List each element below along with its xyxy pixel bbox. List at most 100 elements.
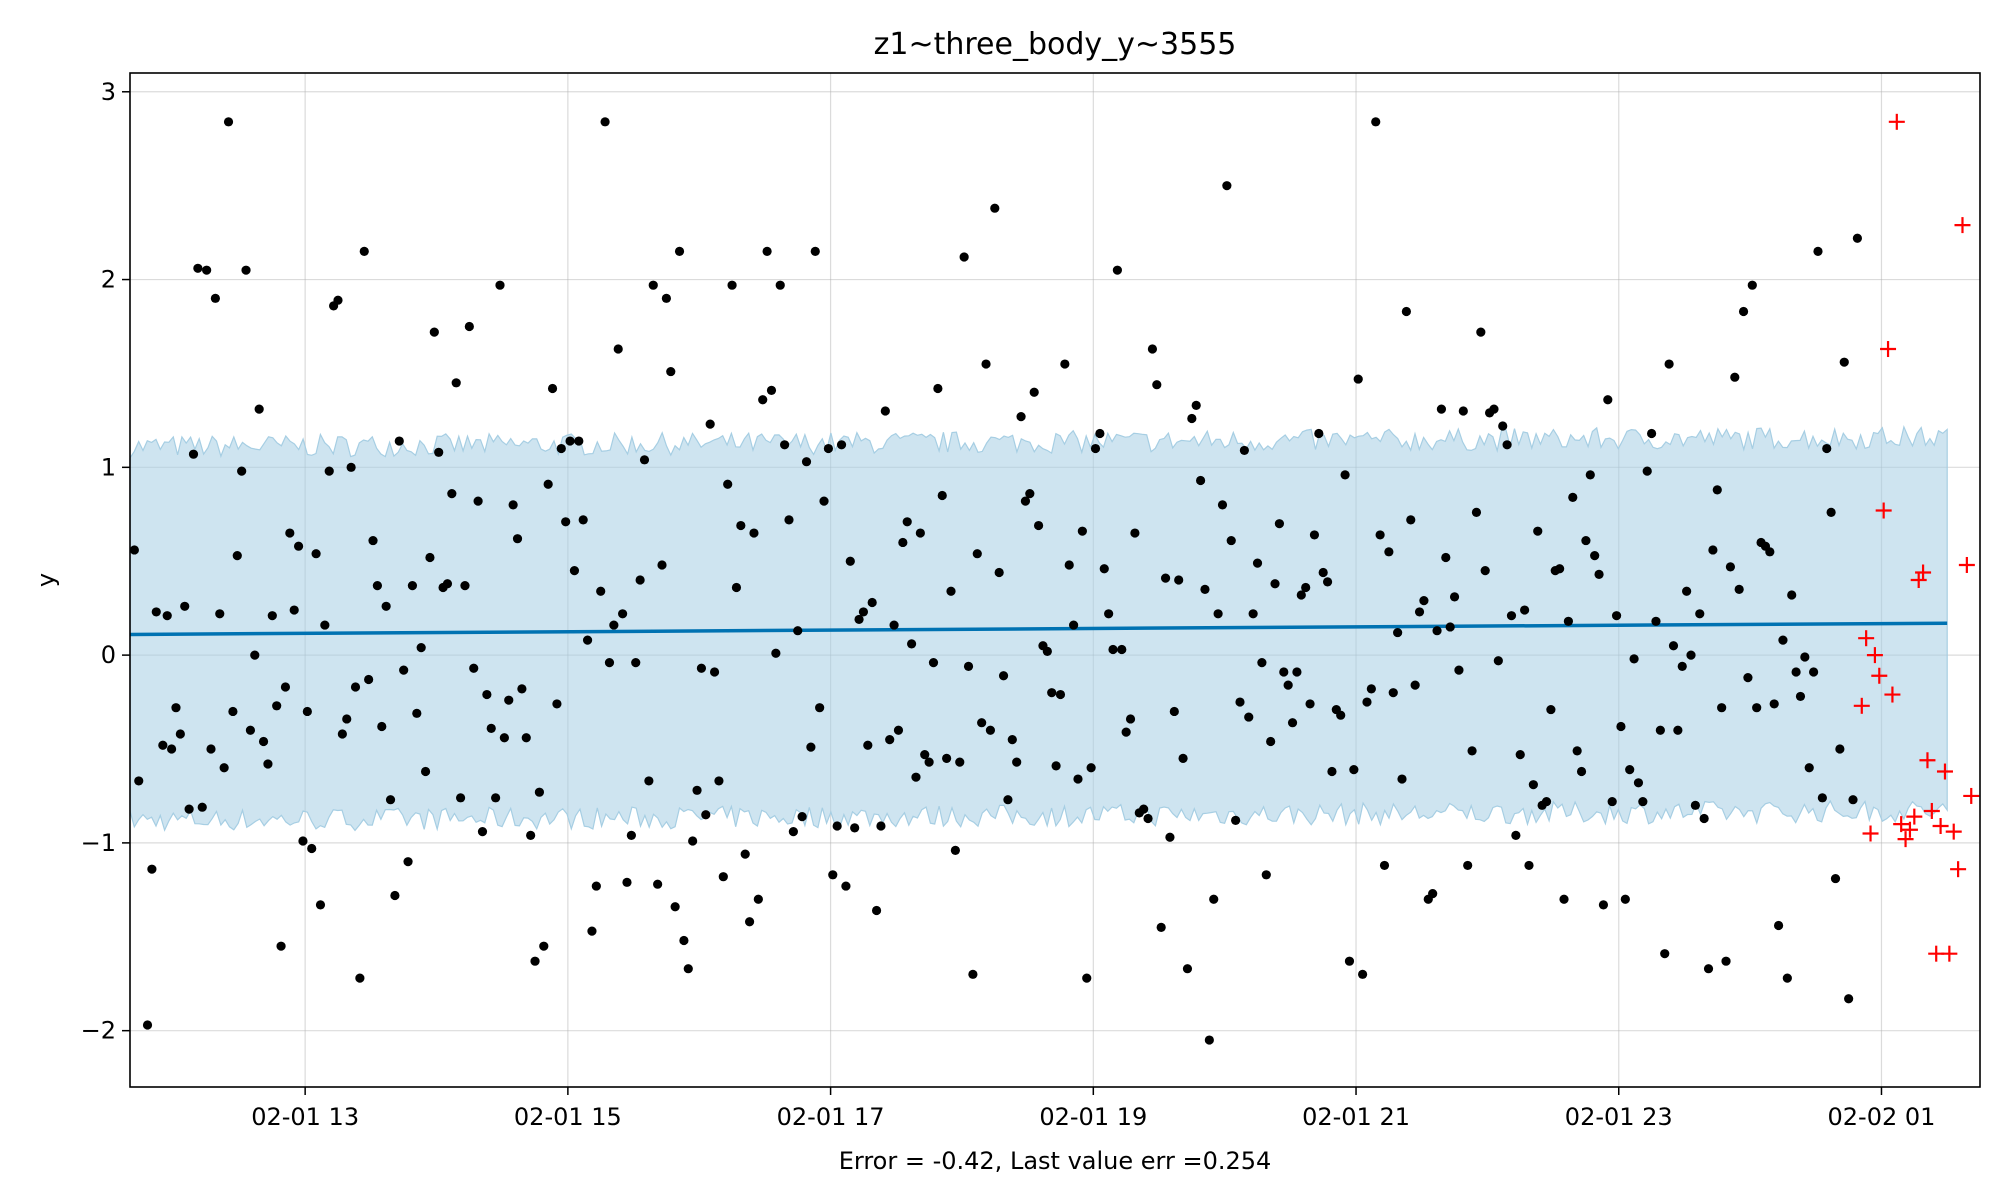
- forecast-actual-marker: [1923, 802, 1940, 819]
- observed-point: [1743, 673, 1753, 683]
- observed-point: [556, 443, 566, 454]
- observed-point: [499, 733, 509, 743]
- observed-point: [1112, 265, 1122, 275]
- observed-point: [705, 419, 715, 429]
- plot-frame: [129, 72, 1981, 1088]
- forecast-actual-marker: [1884, 686, 1901, 703]
- observed-point: [197, 802, 207, 812]
- observed-point: [1725, 562, 1736, 572]
- observed-point: [1773, 920, 1784, 931]
- observed-point: [753, 894, 763, 904]
- observed-point: [1371, 117, 1381, 127]
- data-points: [129, 113, 1980, 1045]
- observed-point: [1322, 577, 1333, 587]
- observed-point: [1279, 667, 1289, 677]
- observed-point: [1506, 611, 1517, 621]
- observed-point: [1502, 440, 1512, 450]
- observed-point: [648, 280, 658, 290]
- observed-point: [219, 763, 229, 773]
- forecast-actual-marker: [1893, 816, 1910, 833]
- observed-point: [1012, 757, 1022, 767]
- observed-point: [1095, 428, 1105, 439]
- observed-point: [1231, 815, 1241, 825]
- trend-line: [129, 621, 1948, 637]
- observed-point: [810, 246, 820, 256]
- observed-point: [350, 682, 361, 692]
- forecast-actual-marker: [1875, 502, 1892, 519]
- observed-point: [1033, 520, 1044, 531]
- observed-point: [477, 827, 488, 837]
- observed-point: [591, 881, 601, 891]
- observed-point: [977, 718, 987, 728]
- observed-point: [683, 964, 693, 974]
- observed-point: [147, 864, 157, 874]
- observed-point: [661, 293, 671, 303]
- observed-point: [1182, 964, 1193, 974]
- observed-point: [784, 515, 794, 525]
- observed-point: [1590, 550, 1600, 561]
- observed-point: [381, 601, 391, 611]
- observed-point: [688, 836, 698, 846]
- observed-point: [1817, 793, 1827, 803]
- forecast-actual-marker: [1901, 821, 1918, 838]
- observed-point: [797, 812, 807, 822]
- observed-point: [263, 759, 273, 769]
- x-tick-label: 02-01 17: [777, 1103, 885, 1131]
- observed-point: [744, 917, 755, 927]
- observed-point: [342, 714, 352, 724]
- observed-point: [184, 804, 194, 814]
- observed-point: [1730, 372, 1740, 382]
- observed-point: [1738, 306, 1749, 317]
- observed-point: [1178, 753, 1188, 763]
- observed-point: [1108, 644, 1118, 655]
- y-axis-ticks: −2 −1 0 1 2 3: [81, 78, 130, 1045]
- observed-point: [626, 830, 636, 840]
- observed-point: [1152, 380, 1162, 390]
- observed-point: [1804, 763, 1814, 773]
- observed-point: [1007, 735, 1017, 745]
- observed-point: [1852, 233, 1862, 243]
- observed-point: [1686, 650, 1696, 660]
- observed-point: [806, 742, 816, 752]
- observed-point: [946, 586, 956, 596]
- forecast-actual-marker: [1888, 113, 1905, 130]
- observed-point: [736, 520, 746, 531]
- observed-point: [771, 648, 781, 658]
- observed-point: [1169, 706, 1179, 717]
- observed-point: [320, 620, 330, 630]
- observed-point: [1125, 714, 1136, 724]
- observed-point: [1195, 475, 1206, 486]
- observed-point: [723, 479, 733, 489]
- observed-point: [942, 753, 952, 763]
- observed-point: [1283, 680, 1293, 690]
- observed-point: [740, 849, 750, 859]
- observed-point: [552, 699, 562, 709]
- observed-point: [1432, 626, 1442, 636]
- observed-point: [377, 721, 387, 732]
- observed-point: [1336, 710, 1346, 720]
- observed-point: [1835, 744, 1845, 754]
- observed-point: [202, 265, 212, 275]
- observed-point: [1498, 421, 1508, 431]
- observed-point: [1414, 607, 1425, 617]
- observed-point: [1379, 860, 1390, 871]
- observed-point: [267, 611, 277, 621]
- observed-point: [788, 827, 798, 837]
- observed-point: [1787, 590, 1797, 600]
- observed-point: [1471, 507, 1482, 517]
- observed-point: [1568, 492, 1578, 502]
- observed-point: [1449, 592, 1460, 602]
- observed-point: [1130, 528, 1140, 538]
- forecast-actual-marker: [1853, 697, 1870, 714]
- observed-point: [1025, 489, 1035, 499]
- observed-point: [701, 810, 711, 820]
- observed-point: [902, 517, 912, 527]
- observed-point: [1292, 667, 1302, 677]
- observed-point: [521, 733, 531, 743]
- observed-point: [876, 821, 886, 831]
- observed-point: [1695, 609, 1705, 619]
- forecast-actual-marker: [1941, 945, 1958, 962]
- observed-point: [1642, 466, 1652, 476]
- observed-point: [1047, 688, 1057, 698]
- observed-point: [1594, 569, 1604, 579]
